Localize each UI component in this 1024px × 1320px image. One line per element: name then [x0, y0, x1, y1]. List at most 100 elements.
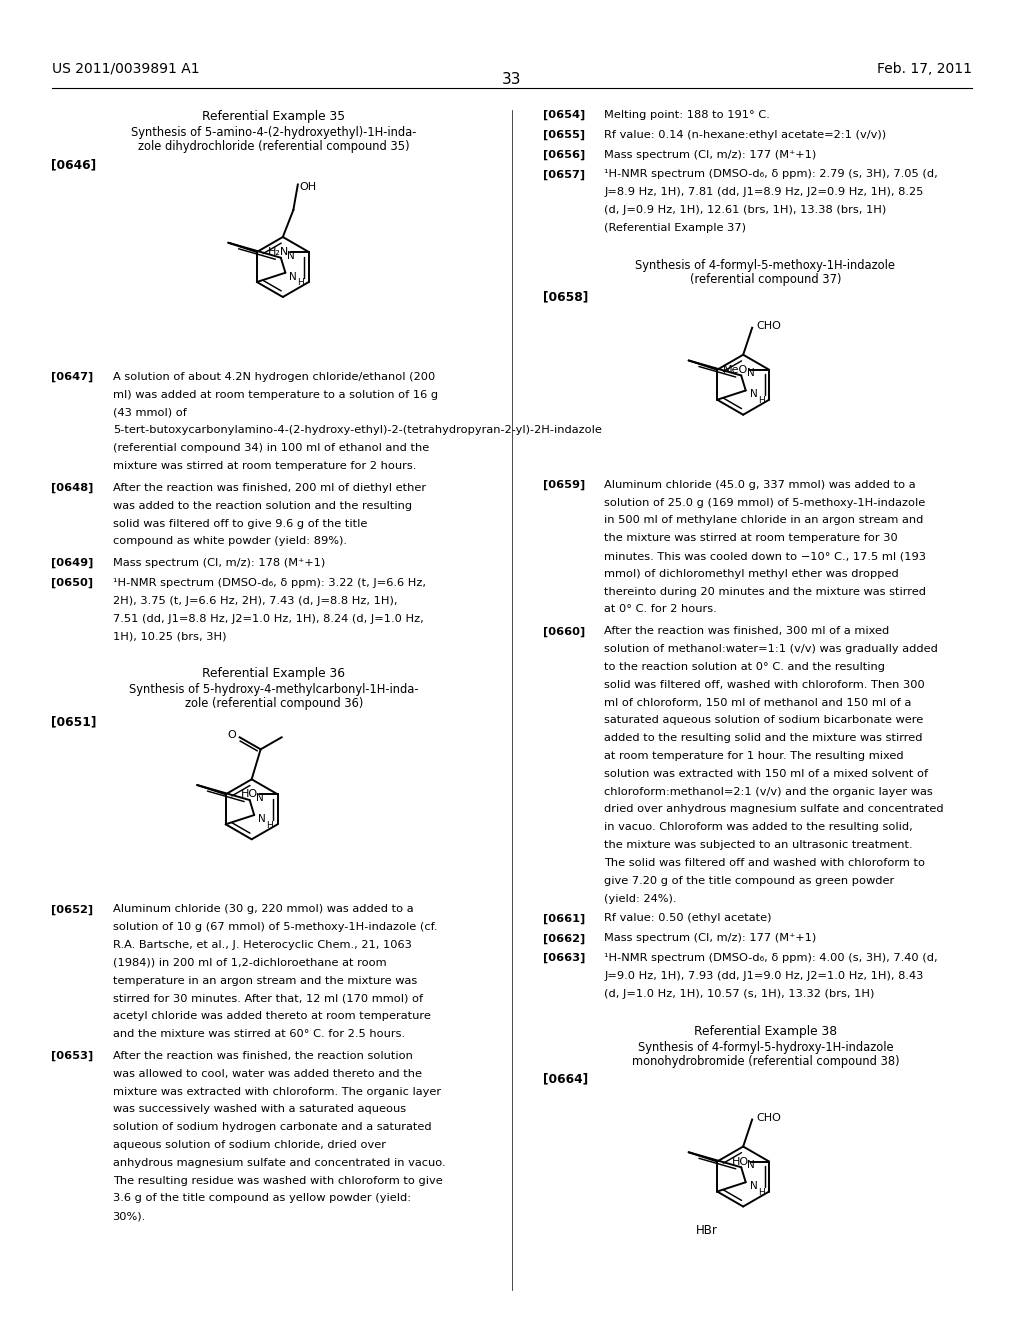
Text: and the mixture was stirred at 60° C. for 2.5 hours.: and the mixture was stirred at 60° C. fo… [113, 1030, 404, 1039]
Text: [0660]: [0660] [543, 626, 585, 636]
Text: (Referential Example 37): (Referential Example 37) [604, 223, 746, 232]
Text: H₂N: H₂N [267, 247, 289, 257]
Text: A solution of about 4.2N hydrogen chloride/ethanol (200: A solution of about 4.2N hydrogen chlori… [113, 372, 435, 381]
Text: The resulting residue was washed with chloroform to give: The resulting residue was washed with ch… [113, 1176, 442, 1185]
Text: H: H [758, 1188, 765, 1197]
Text: mixture was stirred at room temperature for 2 hours.: mixture was stirred at room temperature … [113, 461, 416, 471]
Text: H: H [758, 396, 765, 405]
Text: was allowed to cool, water was added thereto and the: was allowed to cool, water was added the… [113, 1069, 422, 1078]
Text: ¹H-NMR spectrum (DMSO-d₆, δ ppm): 4.00 (s, 3H), 7.40 (d,: ¹H-NMR spectrum (DMSO-d₆, δ ppm): 4.00 (… [604, 953, 938, 964]
Text: Mass spectrum (CI, m/z): 177 (M⁺+1): Mass spectrum (CI, m/z): 177 (M⁺+1) [604, 149, 816, 160]
Text: HO: HO [732, 1156, 750, 1167]
Text: N: N [748, 368, 755, 379]
Text: CHO: CHO [756, 321, 781, 331]
Text: (d, J=1.0 Hz, 1H), 10.57 (s, 1H), 13.32 (brs, 1H): (d, J=1.0 Hz, 1H), 10.57 (s, 1H), 13.32 … [604, 989, 874, 999]
Text: solution was extracted with 150 ml of a mixed solvent of: solution was extracted with 150 ml of a … [604, 768, 929, 779]
Text: in vacuo. Chloroform was added to the resulting solid,: in vacuo. Chloroform was added to the re… [604, 822, 913, 833]
Text: Synthesis of 5-amino-4-(2-hydroxyethyl)-1H-inda-: Synthesis of 5-amino-4-(2-hydroxyethyl)-… [131, 125, 417, 139]
Text: [0650]: [0650] [51, 578, 93, 589]
Text: aqueous solution of sodium chloride, dried over: aqueous solution of sodium chloride, dri… [113, 1140, 386, 1150]
Text: solution of 25.0 g (169 mmol) of 5-methoxy-1H-indazole: solution of 25.0 g (169 mmol) of 5-metho… [604, 498, 926, 508]
Text: After the reaction was finished, 200 ml of diethyl ether: After the reaction was finished, 200 ml … [113, 483, 426, 492]
Text: solid was filtered off to give 9.6 g of the title: solid was filtered off to give 9.6 g of … [113, 519, 367, 528]
Text: Rf value: 0.50 (ethyl acetate): Rf value: 0.50 (ethyl acetate) [604, 913, 772, 924]
Text: Synthesis of 4-formyl-5-methoxy-1H-indazole: Synthesis of 4-formyl-5-methoxy-1H-indaz… [636, 259, 895, 272]
Text: solution of methanol:water=1:1 (v/v) was gradually added: solution of methanol:water=1:1 (v/v) was… [604, 644, 938, 655]
Text: (referential compound 37): (referential compound 37) [690, 273, 841, 285]
Text: [0648]: [0648] [51, 483, 93, 494]
Text: Rf value: 0.14 (n-hexane:ethyl acetate=2:1 (v/v)): Rf value: 0.14 (n-hexane:ethyl acetate=2… [604, 129, 887, 140]
Text: Referential Example 38: Referential Example 38 [694, 1024, 837, 1038]
Text: Mass spectrum (CI, m/z): 178 (M⁺+1): Mass spectrum (CI, m/z): 178 (M⁺+1) [113, 558, 325, 568]
Text: [0657]: [0657] [543, 169, 585, 180]
Text: MeO: MeO [722, 364, 748, 375]
Text: Referential Example 35: Referential Example 35 [203, 110, 345, 123]
Text: anhydrous magnesium sulfate and concentrated in vacuo.: anhydrous magnesium sulfate and concentr… [113, 1158, 445, 1168]
Text: [0658]: [0658] [543, 290, 588, 304]
Text: ml of chloroform, 150 ml of methanol and 150 ml of a: ml of chloroform, 150 ml of methanol and… [604, 697, 911, 708]
Text: After the reaction was finished, 300 ml of a mixed: After the reaction was finished, 300 ml … [604, 626, 890, 636]
Text: give 7.20 g of the title compound as green powder: give 7.20 g of the title compound as gre… [604, 875, 894, 886]
Text: N: N [256, 793, 263, 803]
Text: ¹H-NMR spectrum (DMSO-d₆, δ ppm): 3.22 (t, J=6.6 Hz,: ¹H-NMR spectrum (DMSO-d₆, δ ppm): 3.22 (… [113, 578, 426, 587]
Text: [0653]: [0653] [51, 1051, 93, 1061]
Text: chloroform:methanol=2:1 (v/v) and the organic layer was: chloroform:methanol=2:1 (v/v) and the or… [604, 787, 933, 797]
Text: Synthesis of 5-hydroxy-4-methylcarbonyl-1H-inda-: Synthesis of 5-hydroxy-4-methylcarbonyl-… [129, 684, 419, 697]
Text: (referential compound 34) in 100 ml of ethanol and the: (referential compound 34) in 100 ml of e… [113, 444, 429, 453]
Text: mixture was extracted with chloroform. The organic layer: mixture was extracted with chloroform. T… [113, 1086, 440, 1097]
Text: US 2011/0039891 A1: US 2011/0039891 A1 [52, 62, 200, 77]
Text: N: N [748, 1160, 755, 1171]
Text: CHO: CHO [756, 1113, 781, 1122]
Text: [0646]: [0646] [51, 158, 96, 172]
Text: minutes. This was cooled down to −10° C., 17.5 ml (193: minutes. This was cooled down to −10° C.… [604, 550, 926, 561]
Text: 3.6 g of the title compound as yellow powder (yield:: 3.6 g of the title compound as yellow po… [113, 1193, 411, 1204]
Text: at room temperature for 1 hour. The resulting mixed: at room temperature for 1 hour. The resu… [604, 751, 904, 762]
Text: (43 mmol) of: (43 mmol) of [113, 408, 186, 417]
Text: [0656]: [0656] [543, 149, 585, 160]
Text: N: N [258, 814, 266, 824]
Text: monohydrobromide (referential compound 38): monohydrobromide (referential compound 3… [632, 1055, 899, 1068]
Text: (d, J=0.9 Hz, 1H), 12.61 (brs, 1H), 13.38 (brs, 1H): (d, J=0.9 Hz, 1H), 12.61 (brs, 1H), 13.3… [604, 205, 887, 215]
Text: to the reaction solution at 0° C. and the resulting: to the reaction solution at 0° C. and th… [604, 661, 885, 672]
Text: OH: OH [300, 182, 317, 193]
Text: 1H), 10.25 (brs, 3H): 1H), 10.25 (brs, 3H) [113, 631, 226, 642]
Text: zole (referential compound 36): zole (referential compound 36) [184, 697, 364, 710]
Text: [0647]: [0647] [51, 372, 93, 383]
Text: mmol) of dichloromethyl methyl ether was dropped: mmol) of dichloromethyl methyl ether was… [604, 569, 899, 579]
Text: Aluminum chloride (45.0 g, 337 mmol) was added to a: Aluminum chloride (45.0 g, 337 mmol) was… [604, 479, 915, 490]
Text: 2H), 3.75 (t, J=6.6 Hz, 2H), 7.43 (d, J=8.8 Hz, 1H),: 2H), 3.75 (t, J=6.6 Hz, 2H), 7.43 (d, J=… [113, 595, 397, 606]
Text: saturated aqueous solution of sodium bicarbonate were: saturated aqueous solution of sodium bic… [604, 715, 924, 726]
Text: ml) was added at room temperature to a solution of 16 g: ml) was added at room temperature to a s… [113, 389, 438, 400]
Text: HBr: HBr [696, 1224, 718, 1237]
Text: [0663]: [0663] [543, 953, 585, 964]
Text: 5-tert-butoxycarbonylamino-4-(2-hydroxy-ethyl)-2-(tetrahydropyran-2-yl)-2H-indaz: 5-tert-butoxycarbonylamino-4-(2-hydroxy-… [113, 425, 601, 436]
Text: ¹H-NMR spectrum (DMSO-d₆, δ ppm): 2.79 (s, 3H), 7.05 (d,: ¹H-NMR spectrum (DMSO-d₆, δ ppm): 2.79 (… [604, 169, 938, 180]
Text: was successively washed with a saturated aqueous: was successively washed with a saturated… [113, 1105, 406, 1114]
Text: at 0° C. for 2 hours.: at 0° C. for 2 hours. [604, 605, 717, 615]
Text: zole dihydrochloride (referential compound 35): zole dihydrochloride (referential compou… [138, 140, 410, 153]
Text: J=8.9 Hz, 1H), 7.81 (dd, J1=8.9 Hz, J2=0.9 Hz, 1H), 8.25: J=8.9 Hz, 1H), 7.81 (dd, J1=8.9 Hz, J2=0… [604, 187, 924, 197]
Text: [0654]: [0654] [543, 110, 585, 120]
Text: H: H [297, 279, 304, 288]
Text: temperature in an argon stream and the mixture was: temperature in an argon stream and the m… [113, 975, 417, 986]
Text: 33: 33 [502, 73, 522, 87]
Text: Melting point: 188 to 191° C.: Melting point: 188 to 191° C. [604, 110, 770, 120]
Text: Mass spectrum (CI, m/z): 177 (M⁺+1): Mass spectrum (CI, m/z): 177 (M⁺+1) [604, 933, 816, 944]
Text: Referential Example 36: Referential Example 36 [203, 668, 345, 680]
Text: solid was filtered off, washed with chloroform. Then 300: solid was filtered off, washed with chlo… [604, 680, 925, 690]
Text: in 500 ml of methylane chloride in an argon stream and: in 500 ml of methylane chloride in an ar… [604, 515, 924, 525]
Text: compound as white powder (yield: 89%).: compound as white powder (yield: 89%). [113, 536, 347, 546]
Text: N: N [750, 1181, 758, 1191]
Text: solution of 10 g (67 mmol) of 5-methoxy-1H-indazole (cf.: solution of 10 g (67 mmol) of 5-methoxy-… [113, 923, 437, 932]
Text: J=9.0 Hz, 1H), 7.93 (dd, J1=9.0 Hz, J2=1.0 Hz, 1H), 8.43: J=9.0 Hz, 1H), 7.93 (dd, J1=9.0 Hz, J2=1… [604, 972, 924, 981]
Text: (1984)) in 200 ml of 1,2-dichloroethane at room: (1984)) in 200 ml of 1,2-dichloroethane … [113, 958, 386, 968]
Text: [0661]: [0661] [543, 913, 585, 924]
Text: added to the resulting solid and the mixture was stirred: added to the resulting solid and the mix… [604, 733, 923, 743]
Text: thereinto during 20 minutes and the mixture was stirred: thereinto during 20 minutes and the mixt… [604, 586, 926, 597]
Text: [0662]: [0662] [543, 933, 585, 944]
Text: acetyl chloride was added thereto at room temperature: acetyl chloride was added thereto at roo… [113, 1011, 430, 1022]
Text: The solid was filtered off and washed with chloroform to: The solid was filtered off and washed wi… [604, 858, 925, 869]
Text: R.A. Bartsche, et al., J. Heterocyclic Chem., 21, 1063: R.A. Bartsche, et al., J. Heterocyclic C… [113, 940, 412, 950]
Text: stirred for 30 minutes. After that, 12 ml (170 mmol) of: stirred for 30 minutes. After that, 12 m… [113, 994, 423, 1003]
Text: O: O [227, 730, 236, 741]
